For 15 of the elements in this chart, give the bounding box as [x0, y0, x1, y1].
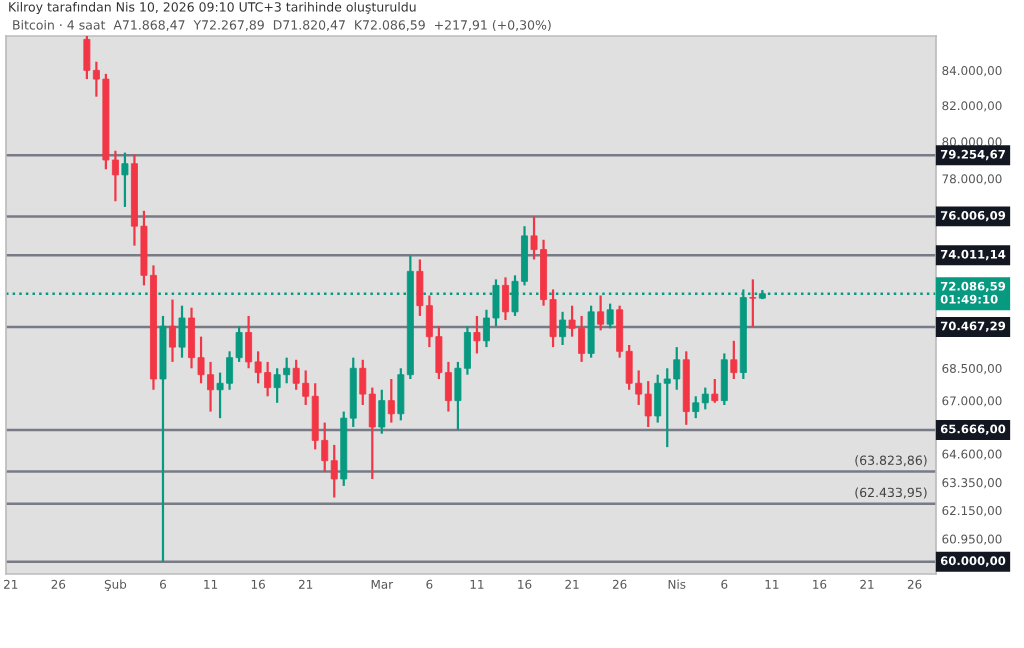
candlestick — [711, 377, 719, 404]
candlestick — [606, 302, 614, 330]
candlestick — [559, 310, 567, 347]
candlestick — [730, 339, 738, 381]
candlestick — [473, 314, 481, 355]
candlestick — [502, 276, 509, 322]
candlestick — [597, 294, 605, 332]
candlestick — [169, 298, 176, 364]
candlestick — [587, 304, 595, 359]
candlestick — [378, 388, 386, 435]
candlestick — [749, 278, 757, 329]
candlestick — [387, 377, 395, 424]
candlestick — [178, 304, 186, 359]
candlestick — [121, 151, 129, 209]
candlestick — [720, 352, 728, 407]
